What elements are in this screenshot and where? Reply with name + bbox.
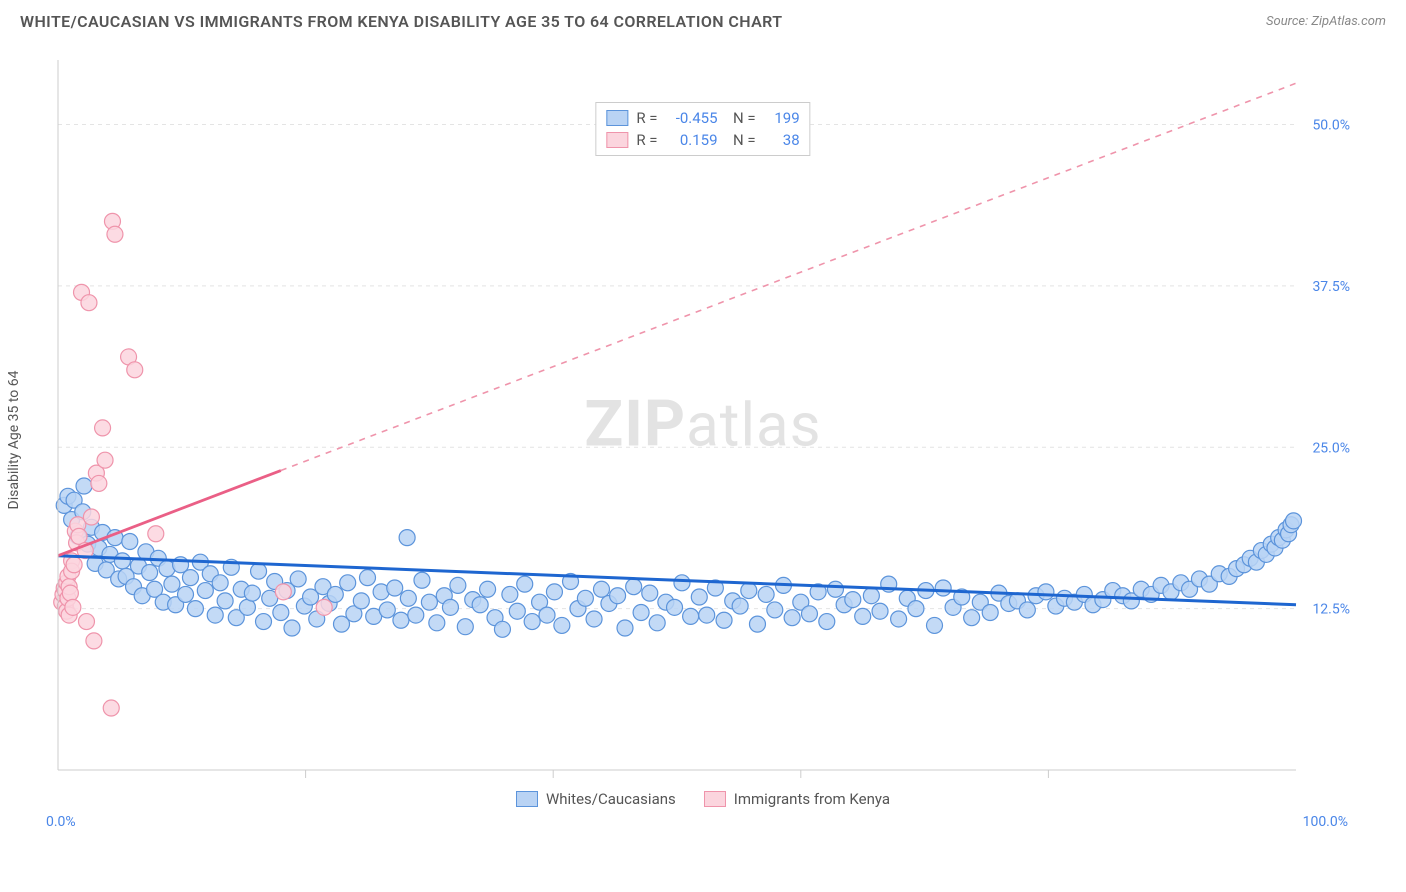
swatch-whites xyxy=(516,791,538,807)
x-axis-end: 100.0% xyxy=(1303,814,1348,830)
svg-text:12.5%: 12.5% xyxy=(1312,602,1350,618)
legend-label: Immigrants from Kenya xyxy=(734,790,890,808)
source-attribution: Source: ZipAtlas.com xyxy=(1266,14,1386,29)
plot-area: Disability Age 35 to 64 ZIPatlas 12.5%25… xyxy=(50,50,1356,830)
scatter-chart: 12.5% 25.0% 37.5% 50.0% xyxy=(50,50,1356,830)
svg-text:50.0%: 50.0% xyxy=(1312,118,1350,134)
chart-title: WHITE/CAUCASIAN VS IMMIGRANTS FROM KENYA… xyxy=(20,12,782,31)
svg-text:37.5%: 37.5% xyxy=(1312,279,1350,295)
y-axis-label: Disability Age 35 to 64 xyxy=(6,371,22,510)
x-axis-start: 0.0% xyxy=(46,814,76,830)
legend-item-kenya: Immigrants from Kenya xyxy=(704,790,890,808)
legend-label: Whites/Caucasians xyxy=(546,790,676,808)
swatch-whites xyxy=(606,110,628,126)
correlation-legend: R = -0.455 N = 199 R = 0.159 N = 38 xyxy=(595,102,810,156)
legend-item-whites: Whites/Caucasians xyxy=(516,790,676,808)
series-legend: Whites/Caucasians Immigrants from Kenya xyxy=(50,790,1356,808)
swatch-kenya xyxy=(704,791,726,807)
swatch-kenya xyxy=(606,132,628,148)
svg-text:25.0%: 25.0% xyxy=(1312,440,1350,456)
corr-row-kenya: R = 0.159 N = 38 xyxy=(606,129,799,151)
corr-row-whites: R = -0.455 N = 199 xyxy=(606,107,799,129)
